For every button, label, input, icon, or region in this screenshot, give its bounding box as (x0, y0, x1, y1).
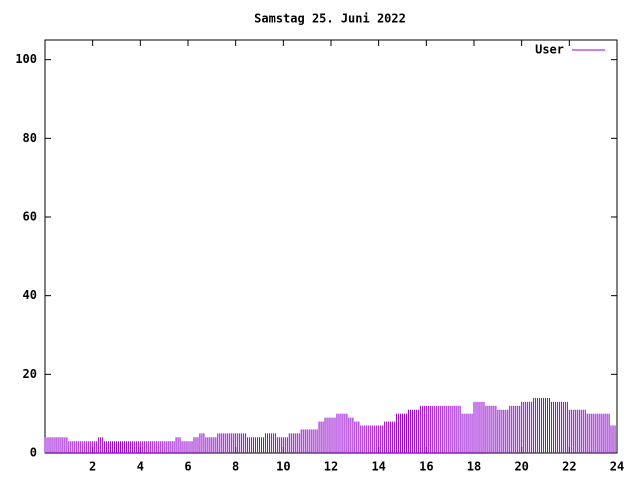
x-tick-label: 18 (467, 460, 481, 474)
x-tick-label: 10 (276, 460, 290, 474)
y-tick-label: 80 (23, 131, 37, 145)
y-tick-label: 60 (23, 210, 37, 224)
y-tick-label: 100 (15, 52, 37, 66)
x-tick-label: 6 (184, 460, 191, 474)
x-tick-label: 4 (137, 460, 144, 474)
x-tick-label: 16 (419, 460, 433, 474)
x-tick-label: 14 (371, 460, 385, 474)
chart-title: Samstag 25. Juni 2022 (254, 12, 406, 26)
y-tick-label: 20 (23, 367, 37, 381)
x-tick-label: 22 (562, 460, 576, 474)
x-tick-label: 8 (232, 460, 239, 474)
x-tick-label: 12 (324, 460, 338, 474)
y-tick-label: 40 (23, 288, 37, 302)
x-tick-label: 2 (89, 460, 96, 474)
x-tick-label: 24 (610, 460, 624, 474)
y-tick-label: 0 (30, 446, 37, 460)
x-tick-label: 20 (514, 460, 528, 474)
plot-frame (44, 39, 618, 454)
legend-label: User (535, 43, 564, 57)
